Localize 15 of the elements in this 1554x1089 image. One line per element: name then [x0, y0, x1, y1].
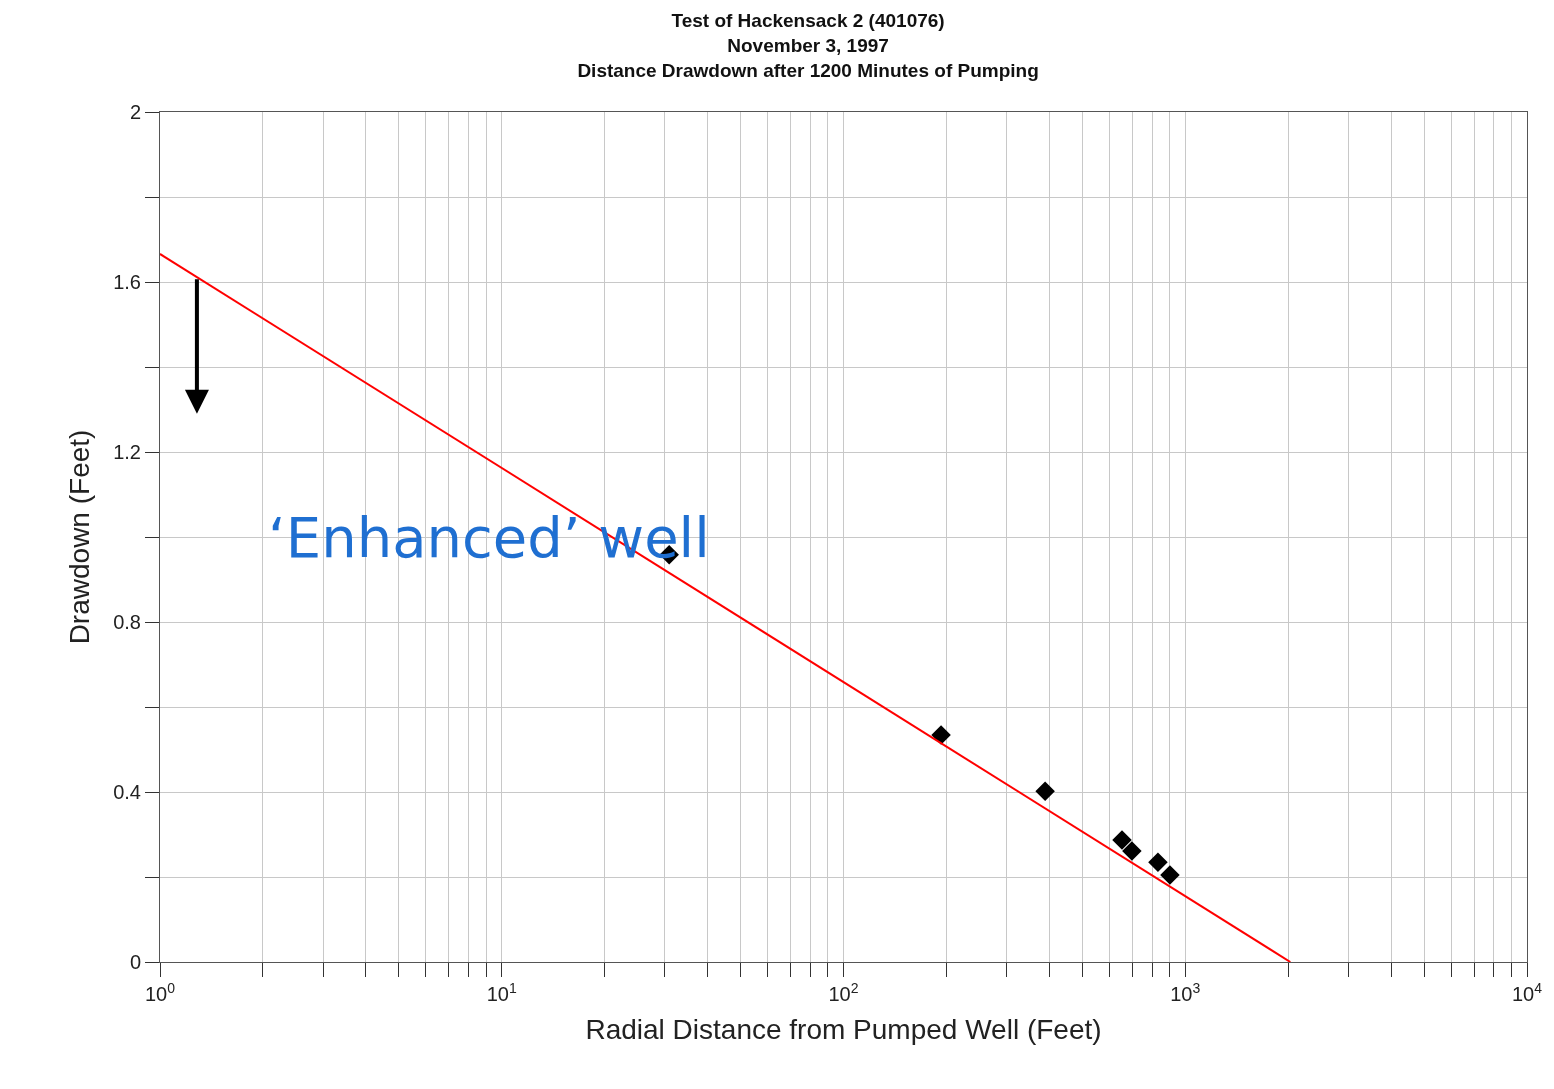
y-tick-label: 0.8 [113, 611, 141, 633]
x-tick-label: 10$^{4}$ [1511, 979, 1543, 1005]
x-tick-label: 10$^{3}$ [1170, 979, 1201, 1005]
y-tick-label: 1.6 [113, 271, 141, 293]
chart-title: Test of Hackensack 2 (401076) November 3, 1997 Distance Drawdown after 1200 Minutes of Pumping [577, 10, 1039, 81]
y-tick-label: 2 [129, 101, 141, 123]
y-tick-label: 1.2 [113, 441, 141, 463]
x-axis-title: Radial Distance from Pumped Well (Feet) [585, 1014, 1102, 1046]
x-tick-label: 10$^{1}$ [486, 979, 517, 1005]
y-tick-label: 0 [129, 951, 141, 973]
y-tick-label: 0.4 [113, 781, 141, 803]
annotation: ‘Enhanced’ well [268, 505, 710, 570]
x-tick-label: 10$^{0}$ [144, 979, 176, 1005]
y-axis-title: Drawdown (Feet) [63, 429, 95, 645]
x-tick-label: 10$^{2}$ [828, 979, 859, 1005]
